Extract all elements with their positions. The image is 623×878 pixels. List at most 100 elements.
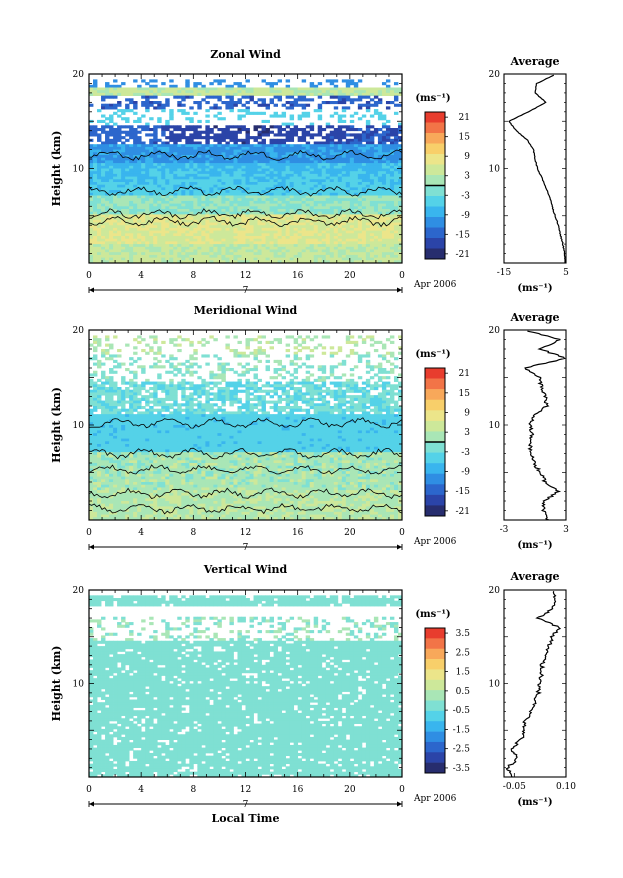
heatmap-cell bbox=[350, 241, 354, 244]
heatmap-cell bbox=[129, 379, 133, 382]
heatmap-cell bbox=[241, 206, 245, 209]
heatmap-cell bbox=[346, 335, 350, 338]
heatmap-cell bbox=[109, 93, 113, 96]
heatmap-cell bbox=[165, 171, 169, 174]
heatmap-cell bbox=[233, 250, 237, 253]
heatmap-cell bbox=[262, 125, 266, 128]
heatmap-cell bbox=[274, 201, 278, 204]
heatmap-cell bbox=[302, 220, 306, 223]
heatmap-cell bbox=[302, 196, 306, 199]
heatmap-cell bbox=[390, 160, 394, 163]
heatmap-cell bbox=[113, 93, 117, 96]
heatmap-cell bbox=[246, 247, 250, 250]
heatmap-cell bbox=[153, 198, 157, 201]
heatmap-cell bbox=[165, 236, 169, 239]
heatmap-cell bbox=[101, 104, 105, 107]
heatmap-cell bbox=[354, 182, 358, 185]
heatmap-cell bbox=[137, 365, 141, 368]
heatmap-cell bbox=[165, 204, 169, 207]
heatmap-cell bbox=[390, 252, 394, 255]
heatmap-cell bbox=[149, 169, 153, 172]
heatmap-cell bbox=[350, 341, 354, 344]
heatmap-cell bbox=[121, 88, 125, 91]
heatmap-cell bbox=[358, 182, 362, 185]
heatmap-cell bbox=[209, 231, 213, 234]
heatmap-cell bbox=[354, 252, 358, 255]
heatmap-cell bbox=[294, 247, 298, 250]
heatmap-cell bbox=[217, 96, 221, 99]
heatmap-cell bbox=[282, 198, 286, 201]
heatmap-cell bbox=[338, 255, 342, 258]
heatmap-cell bbox=[386, 144, 390, 147]
heatmap-cell bbox=[213, 182, 217, 185]
heatmap-cell bbox=[366, 231, 370, 234]
heatmap-cell bbox=[326, 252, 330, 255]
heatmap-cell bbox=[350, 223, 354, 226]
heatmap-cell bbox=[109, 160, 113, 163]
heatmap-cell bbox=[282, 209, 286, 212]
heatmap-cell bbox=[382, 171, 386, 174]
heatmap-cell bbox=[370, 182, 374, 185]
heatmap-cell bbox=[113, 155, 117, 158]
heatmap-cell bbox=[233, 93, 237, 96]
heatmap-cell bbox=[117, 244, 121, 247]
heatmap-cell bbox=[97, 341, 101, 344]
heatmap-cell bbox=[193, 217, 197, 220]
heatmap-cell bbox=[145, 258, 149, 261]
heatmap-cell bbox=[93, 193, 97, 196]
heatmap-cell bbox=[233, 125, 237, 128]
heatmap-cell bbox=[241, 365, 245, 368]
heatmap-cell bbox=[262, 133, 266, 136]
heatmap-cell bbox=[370, 177, 374, 180]
heatmap-cell bbox=[350, 349, 354, 352]
heatmap-cell bbox=[125, 258, 129, 261]
heatmap-cell bbox=[153, 101, 157, 104]
heatmap-cell bbox=[330, 206, 334, 209]
heatmap-cell bbox=[338, 125, 342, 128]
heatmap-cell bbox=[382, 193, 386, 196]
heatmap-cell bbox=[290, 225, 294, 228]
heatmap-cell bbox=[374, 196, 378, 199]
colorbar-tick-label: 9 bbox=[464, 152, 470, 162]
heatmap-cell bbox=[270, 244, 274, 247]
heatmap-cell bbox=[342, 185, 346, 188]
heatmap-cell bbox=[290, 250, 294, 253]
heatmap-cell bbox=[189, 209, 193, 212]
heatmap-cell bbox=[101, 352, 105, 355]
heatmap-cell bbox=[262, 201, 266, 204]
heatmap-cell bbox=[241, 255, 245, 258]
heatmap-cell bbox=[290, 196, 294, 199]
heatmap-cell bbox=[250, 231, 254, 234]
heatmap-cell bbox=[189, 150, 193, 153]
heatmap-cell bbox=[93, 185, 97, 188]
heatmap-cell bbox=[165, 101, 169, 104]
heatmap-cell bbox=[109, 174, 113, 177]
heatmap-cell bbox=[189, 174, 193, 177]
heatmap-cell bbox=[157, 182, 161, 185]
heatmap-cell bbox=[294, 198, 298, 201]
heatmap-cell bbox=[189, 371, 193, 374]
heatmap-cell bbox=[386, 214, 390, 217]
heatmap-cell bbox=[149, 182, 153, 185]
heatmap-cell bbox=[306, 115, 310, 118]
heatmap-cell bbox=[262, 90, 266, 93]
heatmap-cell bbox=[266, 158, 270, 161]
heatmap-cell bbox=[193, 228, 197, 231]
heatmap-cell bbox=[193, 258, 197, 261]
heatmap-cell bbox=[354, 241, 358, 244]
heatmap-cell bbox=[121, 171, 125, 174]
heatmap-cell bbox=[161, 231, 165, 234]
heatmap-cell bbox=[258, 125, 262, 128]
heatmap-cell bbox=[117, 239, 121, 242]
heatmap-cell bbox=[221, 233, 225, 236]
heatmap-cell bbox=[322, 204, 326, 207]
heatmap-cell bbox=[149, 147, 153, 150]
heatmap-cell bbox=[366, 244, 370, 247]
heatmap-cell bbox=[310, 231, 314, 234]
heatmap-cell bbox=[145, 204, 149, 207]
heatmap-cell bbox=[225, 198, 229, 201]
heatmap-cell bbox=[326, 376, 330, 379]
heatmap-cell bbox=[274, 204, 278, 207]
heatmap-cell bbox=[330, 133, 334, 136]
heatmap-cell bbox=[109, 142, 113, 145]
